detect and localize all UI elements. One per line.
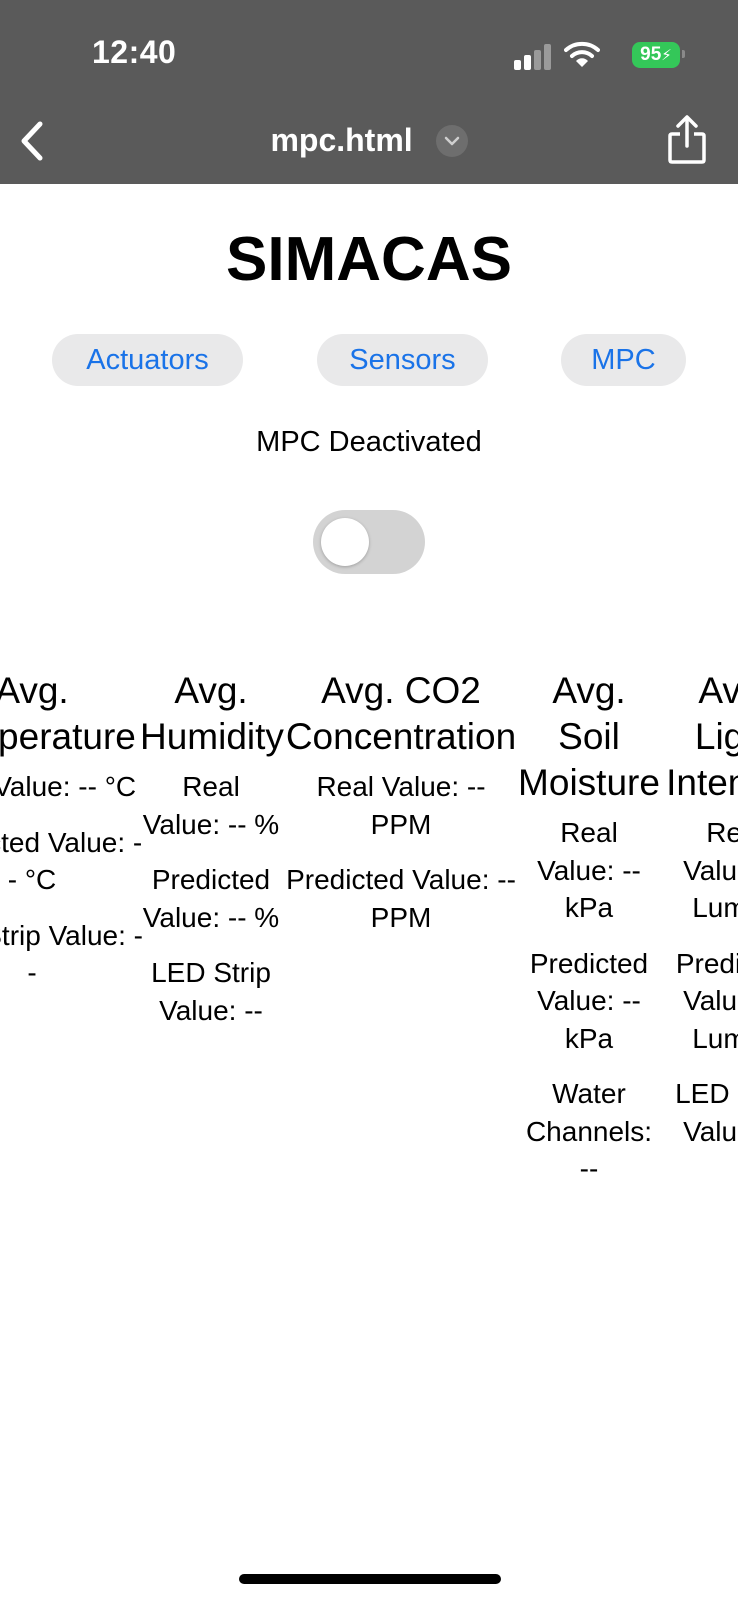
chevron-down-icon[interactable] bbox=[435, 124, 468, 157]
light-intensity-led-strip-value: LED Strip Value: -- bbox=[675, 1078, 738, 1147]
mpc-toggle[interactable] bbox=[313, 510, 425, 574]
temperature-real-value: Real Value: -- °C bbox=[0, 771, 137, 802]
mpc-toggle-knob bbox=[321, 518, 369, 566]
sensor-cards: Avg. Temperature Real Value: -- °C Predi… bbox=[0, 668, 738, 1228]
humidity-card-title: Avg. Humidity bbox=[140, 670, 284, 757]
status-icons: 95⚡ bbox=[500, 40, 685, 70]
temperature-led-strip-value: LED Strip Value: -- bbox=[0, 919, 144, 989]
mpc-button[interactable]: MPC bbox=[561, 334, 686, 386]
co2-real-value: Real Value: -- PPM bbox=[316, 771, 486, 840]
status-time: 12:40 bbox=[92, 34, 177, 70]
actuators-button[interactable]: Actuators bbox=[52, 334, 243, 386]
battery-level: 95 bbox=[640, 44, 662, 65]
humidity-led-strip-value: LED Strip Value: -- bbox=[151, 957, 271, 1026]
page-title: SIMACAS bbox=[226, 225, 512, 294]
light-intensity-card: Avg. Light Intensity Real Value: -- Lume… bbox=[664, 668, 738, 1168]
co2-card-title: Avg. CO2 Concentration bbox=[285, 670, 517, 757]
temperature-card-title: Avg. Temperature bbox=[0, 670, 136, 757]
soil-moisture-water-channels: Water Channels: -- bbox=[525, 1078, 653, 1184]
soil-moisture-card: Avg. Soil Moisture Real Value: -- kPa Pr… bbox=[518, 668, 660, 1206]
humidity-predicted-value: Predicted Value: -- % bbox=[142, 864, 280, 933]
humidity-card: Avg. Humidity Real Value: -- % Predicted… bbox=[140, 668, 284, 1047]
back-chevron-icon[interactable] bbox=[14, 118, 48, 164]
nav-buttons: Actuators Sensors MPC bbox=[0, 334, 738, 386]
home-indicator bbox=[239, 1574, 501, 1584]
co2-predicted-value: Predicted Value: -- PPM bbox=[286, 864, 516, 933]
light-intensity-predicted-value: Predicted Value: -- Lumen bbox=[675, 947, 738, 1054]
soil-moisture-card-title: Avg. Soil Moisture bbox=[518, 670, 660, 803]
url-title-text: mpc.html bbox=[270, 122, 413, 159]
soil-moisture-predicted-value: Predicted Value: -- kPa bbox=[529, 947, 649, 1054]
url-title[interactable]: mpc.html bbox=[0, 120, 738, 159]
cellular-signal-icon bbox=[514, 44, 554, 70]
sensors-button[interactable]: Sensors bbox=[317, 334, 488, 386]
humidity-real-value: Real Value: -- % bbox=[142, 771, 280, 840]
wifi-icon bbox=[564, 41, 600, 67]
mpc-status-text: MPC Deactivated bbox=[256, 426, 482, 458]
light-intensity-card-title: Avg. Light Intensity bbox=[666, 670, 738, 803]
battery-icon: 95⚡ bbox=[632, 42, 680, 68]
light-intensity-real-value: Real Value: -- Lumen bbox=[683, 817, 738, 923]
co2-card: Avg. CO2 Concentration Real Value: -- PP… bbox=[284, 668, 518, 954]
browser-top-bar: 12:40 95⚡ mpc.html bbox=[0, 0, 738, 184]
soil-moisture-real-value: Real Value: -- kPa bbox=[537, 817, 641, 923]
temperature-predicted-value: Predicted Value: -- °C bbox=[0, 826, 143, 896]
temperature-card: Avg. Temperature Real Value: -- °C Predi… bbox=[0, 668, 144, 1010]
share-icon[interactable] bbox=[666, 114, 708, 166]
battery-tip bbox=[682, 50, 685, 58]
